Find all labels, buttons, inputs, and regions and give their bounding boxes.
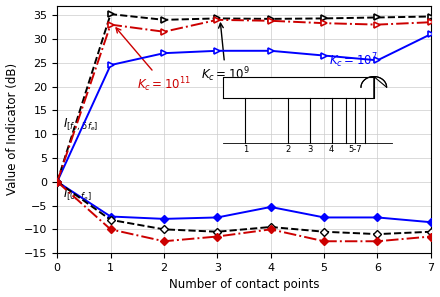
Text: $I_{[0,\, f_e]}$: $I_{[0,\, f_e]}$ bbox=[62, 186, 91, 203]
Text: $K_c = 10^{11}$: $K_c = 10^{11}$ bbox=[116, 28, 191, 94]
Text: $K_c = 10^9$: $K_c = 10^9$ bbox=[202, 23, 250, 84]
Text: $I_{[f_e,\, 5f_e]}$: $I_{[f_e,\, 5f_e]}$ bbox=[62, 116, 98, 132]
X-axis label: Number of contact points: Number of contact points bbox=[169, 279, 319, 291]
Y-axis label: Value of Indicator (dB): Value of Indicator (dB) bbox=[6, 63, 18, 195]
Text: $K_c = 10^7$: $K_c = 10^7$ bbox=[330, 51, 378, 70]
